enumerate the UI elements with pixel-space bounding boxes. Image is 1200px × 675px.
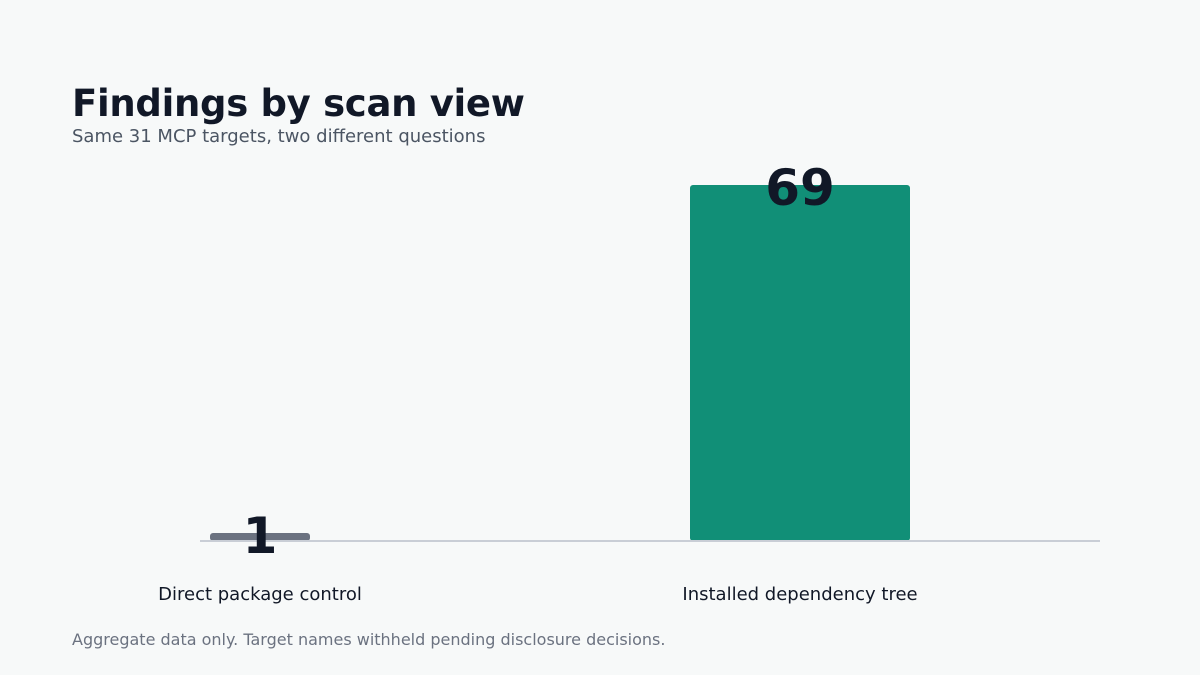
data-label-1: 69 bbox=[765, 159, 835, 217]
category-label-1: Installed dependency tree bbox=[682, 584, 917, 605]
labels-group: 1 Direct package control 69 Installed depen… bbox=[158, 159, 917, 605]
bar-0 bbox=[210, 533, 310, 541]
data-label-0: 1 bbox=[243, 507, 278, 565]
bar-1 bbox=[690, 185, 910, 541]
footnote: Aggregate data only. Target names withhe… bbox=[72, 630, 666, 649]
category-label-0: Direct package control bbox=[158, 584, 362, 605]
bars-group bbox=[210, 185, 910, 541]
chart-subtitle: Same 31 MCP targets, two different quest… bbox=[72, 126, 486, 147]
chart-title: Findings by scan view bbox=[72, 82, 525, 125]
